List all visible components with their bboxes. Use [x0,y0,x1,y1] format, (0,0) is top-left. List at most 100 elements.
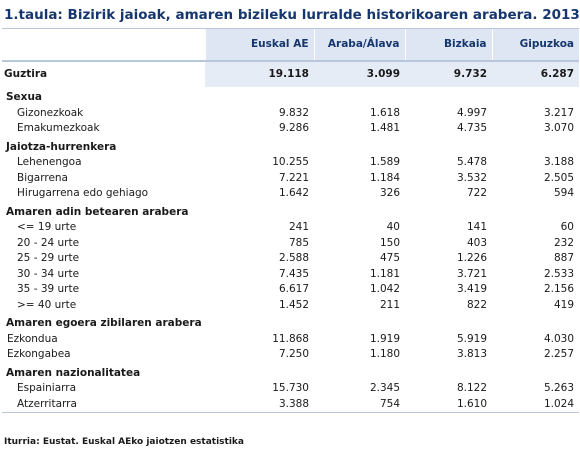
cell: 1.180 [369,348,400,360]
cell: 2.588 [278,252,309,264]
cell: 3.188 [543,156,574,168]
table-row: Hirugarrena edo gehiago 1.642 326 722 594 [2,186,579,202]
row-label: Espainiarra [17,382,77,394]
cell: 1.610 [405,396,492,413]
cell: 1.589 [369,156,400,168]
cell: 1.618 [369,106,400,119]
cell: 6.287 [492,61,579,87]
column-header: Bizkaia [404,28,492,62]
cell: 2.345 [369,382,400,394]
section-header-row: Amaren adin betearen arabera [2,202,579,221]
cell: 1.642 [278,187,309,199]
cell: 8.122 [456,382,487,394]
section-title: Amaren adin betearen arabera [6,205,189,218]
section-header-row: Amaren nazionalitatea [2,363,579,382]
cell: 60 [560,221,574,233]
table-title: 1.taula: Bizirik jaioak, amaren bizileku… [4,7,580,23]
table-row: >= 40 urte 1.452 211 822 419 [2,298,579,314]
cell: 9.832 [278,106,309,119]
cell: 3.721 [456,267,487,280]
cell: 15.730 [272,382,309,394]
table-row: 30 - 34 urte 7.435 1.181 3.721 2.533 [2,267,579,283]
table-row: Gizonezkoak 9.832 1.618 4.997 3.217 [2,106,579,122]
cell: 7.250 [278,348,309,360]
table-row: Lehenengoa 10.255 1.589 5.478 3.188 [2,155,579,171]
section-title: Amaren nazionalitatea [6,366,141,379]
column-header: Araba/Álava [313,28,405,62]
cell: 4.030 [543,332,574,345]
row-label: Gizonezkoak [17,106,84,119]
cell: 1.226 [456,252,487,264]
table-row: 25 - 29 urte 2.588 475 1.226 887 [2,251,579,267]
cell: 1.042 [369,283,400,295]
row-label: 35 - 39 urte [17,283,80,295]
section-header-row: Sexua [2,87,579,106]
cell: 822 [466,298,487,311]
table-row: <= 19 urte 241 40 141 60 [2,220,579,236]
table-row: Bigarrena 7.221 1.184 3.532 2.505 [2,171,579,187]
data-table: Euskal AE Araba/Álava Bizkaia Gipuzkoa G… [2,28,579,413]
table-row: Espainiarra 15.730 2.345 8.122 5.263 [2,381,579,397]
cell: 5.478 [456,156,487,168]
row-label: Bigarrena [17,171,68,184]
cell: 150 [379,236,400,249]
row-label: 20 - 24 urte [17,236,80,249]
cell: 241 [288,221,309,233]
row-label: 30 - 34 urte [17,267,80,280]
cell: 4.997 [456,106,487,119]
cell: 3.217 [543,106,574,119]
column-header: Euskal AE [204,28,314,62]
cell: 3.813 [456,348,487,360]
cell: 2.156 [543,283,574,295]
cell: 754 [314,396,405,413]
row-label: <= 19 urte [17,221,77,233]
cell: 4.735 [456,122,487,134]
cell: 2.505 [543,171,574,184]
row-label: Hirugarrena edo gehiago [17,187,149,199]
cell: 887 [553,252,574,264]
cell: 7.221 [278,171,309,184]
table-row: Emakumezkoak 9.286 1.481 4.735 3.070 [2,121,579,137]
cell: 722 [466,187,487,199]
section-title: Sexua [6,91,43,103]
cell: 1.024 [492,396,579,413]
row-label: Atzerritarra [2,396,205,413]
cell: 1.184 [369,171,400,184]
cell: 9.286 [278,122,309,134]
cell: 1.919 [369,332,400,345]
row-label: 25 - 29 urte [17,252,80,264]
cell: 5.263 [543,382,574,394]
table-row: Atzerritarra 3.388 754 1.610 1.024 [2,396,579,413]
cell: 3.419 [456,283,487,295]
cell: 3.532 [456,171,487,184]
total-row: Guztira 19.118 3.099 9.732 6.287 [2,61,579,87]
section-header-row: Jaiotza-hurrenkera [2,137,579,156]
cell: 10.255 [272,156,309,168]
cell: 594 [553,187,574,199]
cell: 7.435 [278,267,309,280]
cell: 419 [553,298,574,311]
cell: 475 [379,252,400,264]
cell: 5.919 [456,332,487,345]
cell: 2.257 [543,348,574,360]
row-label: Guztira [4,68,48,80]
cell: 11.868 [272,332,309,345]
table-row: Ezkondua 11.868 1.919 5.919 4.030 [2,332,579,348]
source-note: Iturria: Eustat. Euskal AEko jaiotzen es… [4,437,244,447]
cell: 326 [379,187,400,199]
cell: 40 [386,221,400,233]
row-label: Ezkongabea [7,348,71,360]
cell: 211 [379,298,400,311]
cell: 2.533 [543,267,574,280]
section-title: Jaiotza-hurrenkera [6,140,117,153]
row-label: Emakumezkoak [17,122,100,134]
header-row: Euskal AE Araba/Álava Bizkaia Gipuzkoa [2,28,579,62]
header-corner [2,28,205,62]
section-title: Amaren egoera zibilaren arabera [6,317,202,329]
cell: 141 [466,221,487,233]
cell: 1.481 [369,122,400,134]
cell: 3.388 [205,396,314,413]
table-row: Ezkongabea 7.250 1.180 3.813 2.257 [2,347,579,363]
row-label: Lehenengoa [17,156,82,168]
section-header-row: Amaren egoera zibilaren arabera [2,313,579,332]
